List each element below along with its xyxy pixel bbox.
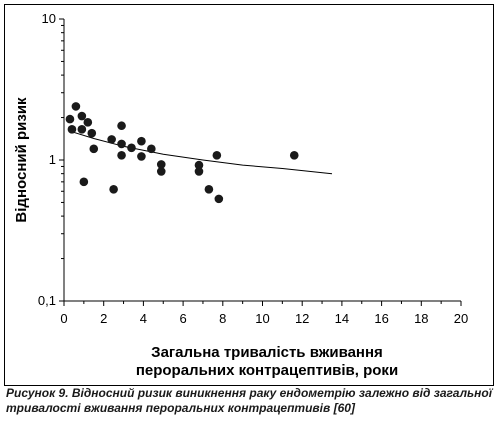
data-point bbox=[214, 194, 224, 204]
data-point bbox=[67, 125, 77, 134]
x-tick-label: 2 bbox=[100, 311, 107, 326]
data-point bbox=[107, 135, 116, 144]
axes bbox=[63, 19, 461, 302]
x-tick-label: 10 bbox=[255, 311, 269, 326]
figure-caption: Рисунок 9. Відносний ризик виникнення ра… bbox=[6, 386, 494, 416]
x-tick-label: 0 bbox=[60, 311, 67, 326]
data-point bbox=[77, 111, 87, 121]
scatter-chart: 10 1 0,1 0 2 4 6 8 10 12 14 16 18 20 Відносний ризик… bbox=[13, 11, 468, 379]
x-tick-label: 4 bbox=[140, 311, 147, 326]
data-point bbox=[289, 150, 299, 160]
x-tick-label: 14 bbox=[335, 311, 349, 326]
y-tick-label: 1 bbox=[49, 152, 56, 167]
data-point bbox=[117, 150, 126, 160]
caption-text: Відносний ризик виникнення раку ендометр… bbox=[6, 386, 493, 415]
data-point bbox=[77, 125, 87, 134]
caption-lead: Рисунок 9. bbox=[6, 386, 69, 400]
data-point bbox=[194, 167, 204, 176]
data-point bbox=[156, 160, 166, 169]
data-point bbox=[87, 128, 97, 138]
data-point bbox=[109, 184, 118, 194]
figure-frame: 10 1 0,1 0 2 4 6 8 10 12 14 16 18 20 Відносний ризик… bbox=[4, 4, 494, 386]
data-point bbox=[156, 167, 166, 176]
data-point bbox=[137, 152, 146, 161]
data-point bbox=[117, 139, 126, 149]
trend-line-group bbox=[69, 130, 333, 175]
data-point bbox=[89, 144, 99, 154]
x-axis-label: Загальна тривалість вживання bbox=[151, 344, 383, 361]
trend-line bbox=[69, 130, 333, 175]
data-point bbox=[194, 160, 204, 170]
data-point bbox=[117, 121, 126, 131]
x-tick-label: 12 bbox=[295, 311, 309, 326]
x-tick-label: 18 bbox=[414, 311, 428, 326]
data-point bbox=[65, 114, 75, 124]
data-point bbox=[212, 150, 222, 160]
data-point bbox=[147, 144, 156, 154]
data-point bbox=[137, 136, 146, 146]
data-point bbox=[79, 177, 89, 187]
x-tick-label: 8 bbox=[219, 311, 226, 326]
x-ticks: 0 2 4 6 8 10 12 14 16 18 20 bbox=[60, 301, 468, 326]
x-axis-label-line2: пероральних контрацептивів, роки bbox=[136, 362, 398, 379]
data-point bbox=[204, 184, 214, 194]
x-tick-label: 16 bbox=[374, 311, 388, 326]
data-points bbox=[65, 102, 299, 204]
y-tick-label: 0,1 bbox=[38, 293, 56, 308]
x-tick-label: 20 bbox=[454, 311, 468, 326]
data-point bbox=[83, 118, 93, 127]
data-point bbox=[127, 143, 136, 153]
x-tick-label: 6 bbox=[179, 311, 186, 326]
y-ticks: 10 1 0,1 bbox=[38, 11, 64, 308]
y-axis-label: Відносний ризик bbox=[13, 97, 30, 223]
y-tick-label: 10 bbox=[42, 11, 56, 26]
data-point bbox=[71, 102, 81, 111]
caption-reference: [60] bbox=[333, 401, 355, 415]
